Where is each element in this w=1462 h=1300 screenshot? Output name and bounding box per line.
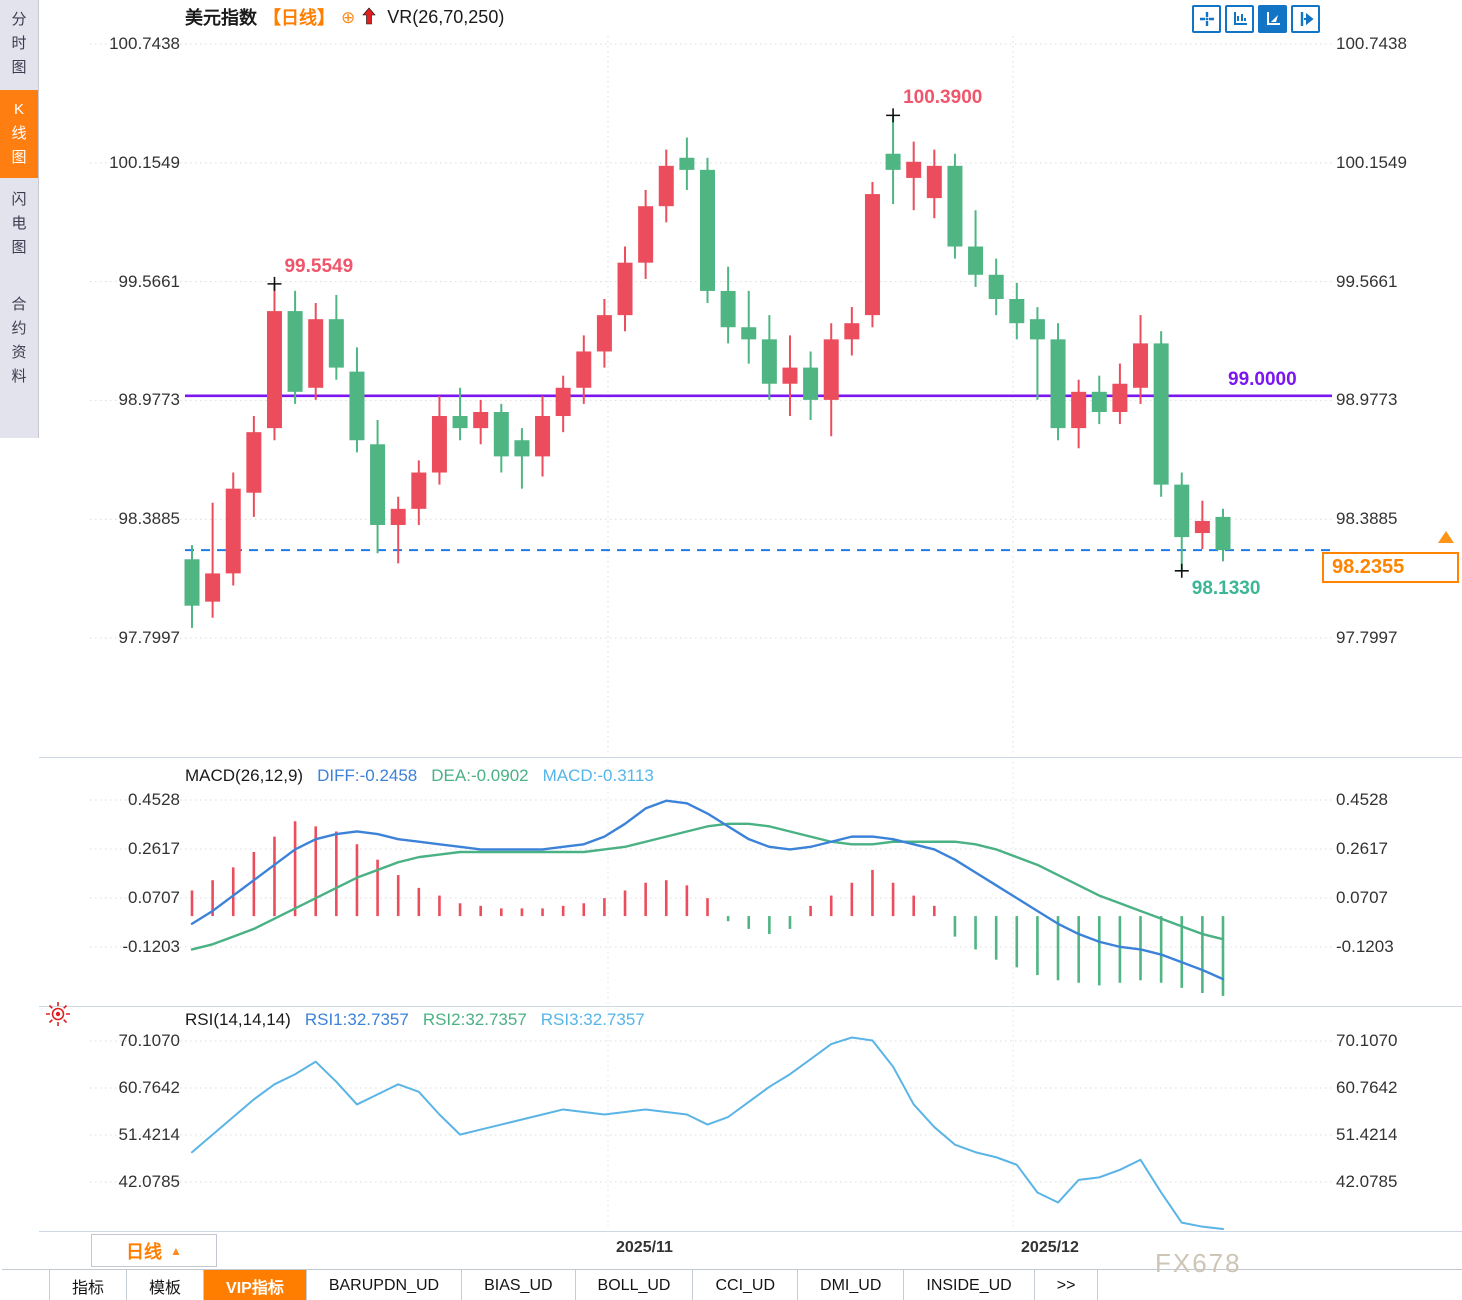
rsi3-readout: RSI3:32.7357 xyxy=(540,1010,645,1029)
price-annotation: 100.3900 xyxy=(903,87,983,109)
chevron-up-icon: ▲ xyxy=(170,1243,182,1258)
macd-y-tick-label: 0.2617 xyxy=(128,838,180,858)
price-y-tick-label: 97.7997 xyxy=(1336,628,1398,648)
axis-pointer-icon[interactable] xyxy=(1258,5,1287,33)
price-y-tick-label: 97.7997 xyxy=(118,628,180,648)
rsi-y-tick-label: 42.0785 xyxy=(1336,1172,1398,1191)
sidebar-item-label: 合约资料 xyxy=(11,296,27,385)
rsi-layer xyxy=(191,1036,1224,1231)
macd-y-tick-label: 0.2617 xyxy=(1336,838,1388,858)
rsi-y-tick-label: 51.4214 xyxy=(1336,1125,1398,1144)
macd-y-tick-label: 0.0707 xyxy=(128,887,180,907)
sidebar-item-flash-chart[interactable]: 闪电图 xyxy=(0,180,38,268)
period-selector-label: 日线 xyxy=(126,1241,163,1262)
rsi-y-tick-label: 70.1070 xyxy=(1336,1031,1398,1050)
price-y-tick-label: 98.3885 xyxy=(118,509,180,529)
sidebar-item-time-chart[interactable]: 分时图 xyxy=(0,0,38,88)
indicator-tab-bar: 指标 模板 VIP指标 BARUPDN_UD BIAS_UD BOLL_UD CCI_UD D… xyxy=(50,1269,1462,1300)
sidebar-item-contract-info[interactable]: 合约资料 xyxy=(0,270,38,412)
macd-panel-title: MACD(26,12,9) DIFF:-0.2458 DEA:-0.0902 M… xyxy=(185,766,654,786)
macd-value-readout: MACD:-0.3113 xyxy=(542,766,654,785)
bottom-tab-5[interactable]: BIAS_UD xyxy=(462,1270,576,1300)
rsi-y-tick-label: 42.0785 xyxy=(118,1172,180,1191)
price-y-tick-label: 100.1549 xyxy=(1336,152,1407,172)
x-axis-label-nov: 2025/11 xyxy=(616,1239,673,1256)
rsi2-readout: RSI2:32.7357 xyxy=(422,1010,527,1029)
rsi-y-tick-label: 60.7642 xyxy=(118,1078,180,1097)
sidebar-item-kline-chart[interactable]: K线图 xyxy=(0,90,38,178)
price-y-tick-label: 100.7438 xyxy=(1336,34,1407,53)
symbol-title: 美元指数 xyxy=(185,8,257,28)
last-price-box: 98.2355 xyxy=(1322,552,1459,583)
price-y-tick-label: 100.7438 xyxy=(109,34,180,53)
rsi-y-tick-label: 70.1070 xyxy=(118,1031,180,1050)
price-up-marker-icon xyxy=(1438,531,1454,543)
rsi1-readout: RSI1:32.7357 xyxy=(304,1010,409,1029)
bottom-tab-7[interactable]: CCI_UD xyxy=(693,1270,799,1300)
overlay-indicator-label: VR(26,70,250) xyxy=(387,6,505,27)
axis-scale-icon[interactable] xyxy=(1225,5,1254,33)
sidebar-item-label: 分时图 xyxy=(11,11,27,76)
macd-y-tick-label: -0.1203 xyxy=(1336,936,1394,956)
bottom-tab-8[interactable]: DMI_UD xyxy=(798,1270,905,1300)
chart-toolbar xyxy=(1192,5,1320,33)
macd-layer xyxy=(190,799,1225,996)
price-y-tick-label: 98.9773 xyxy=(1336,390,1398,410)
bottom-tab-9[interactable]: INSIDE_UD xyxy=(904,1270,1035,1300)
gridlines xyxy=(39,36,1462,1268)
tab-row-corner xyxy=(2,1269,50,1300)
shift-right-icon[interactable] xyxy=(1291,5,1320,33)
bottom-tab-1[interactable]: 指标 xyxy=(50,1270,128,1300)
period-selector[interactable]: 日线 ▲ xyxy=(91,1234,217,1267)
price-y-tick-label: 99.5661 xyxy=(118,271,180,291)
price-annotation: 98.1330 xyxy=(1191,577,1261,599)
rsi-y-tick-label: 60.7642 xyxy=(1336,1078,1398,1097)
bottom-tab-10[interactable]: >> xyxy=(1034,1270,1099,1300)
x-axis-row: 2025/11 2025/12 日线 ▲ xyxy=(39,1232,1462,1268)
sun-indicator-icon[interactable] xyxy=(44,1000,72,1028)
macd-y-tick-label: 0.4528 xyxy=(128,790,180,809)
sidebar-item-label: K线图 xyxy=(11,101,27,166)
bottom-tab-6[interactable]: BOLL_UD xyxy=(575,1270,694,1300)
add-overlay-icon[interactable]: ⊕ xyxy=(341,7,356,27)
annotation-markers xyxy=(267,108,1189,578)
price-y-tick-label: 100.1549 xyxy=(109,152,180,172)
support-line-label: 99.0000 xyxy=(1228,368,1297,390)
price-y-tick-label: 98.3885 xyxy=(1336,509,1398,529)
price-y-tick-label: 99.5661 xyxy=(1336,271,1398,291)
candles-layer xyxy=(184,115,1231,628)
sidebar-item-label: 闪电图 xyxy=(11,191,27,256)
sidebar: 分时图 K线图 闪电图 合约资料 xyxy=(0,0,39,438)
macd-diff-readout: DIFF:-0.2458 xyxy=(317,766,418,785)
macd-y-tick-label: 0.4528 xyxy=(1336,790,1388,809)
macd-y-tick-label: -0.1203 xyxy=(122,936,180,956)
bottom-tab-3[interactable]: VIP指标 xyxy=(204,1270,307,1300)
period-tag[interactable]: 【日线】 xyxy=(263,8,335,28)
price-annotation: 99.5549 xyxy=(284,255,354,277)
macd-title: MACD(26,12,9) xyxy=(185,766,304,785)
up-arrow-icon xyxy=(362,7,376,25)
crosshair-icon[interactable] xyxy=(1192,5,1221,33)
x-axis-label-dec: 2025/12 xyxy=(1021,1239,1079,1256)
macd-y-tick-label: 0.0707 xyxy=(1336,887,1388,907)
price-y-tick-label: 98.9773 xyxy=(118,390,180,410)
bottom-tab-2[interactable]: 模板 xyxy=(127,1270,205,1300)
rsi-y-tick-label: 51.4214 xyxy=(118,1125,180,1144)
macd-dea-readout: DEA:-0.0902 xyxy=(431,766,529,785)
rsi-panel-title: RSI(14,14,14) RSI1:32.7357 RSI2:32.7357 … xyxy=(185,1010,645,1030)
rsi-title: RSI(14,14,14) xyxy=(185,1010,291,1029)
chart-header: 美元指数 【日线】 ⊕ VR(26,70,250) xyxy=(185,4,504,30)
bottom-tab-4[interactable]: BARUPDN_UD xyxy=(306,1270,463,1300)
